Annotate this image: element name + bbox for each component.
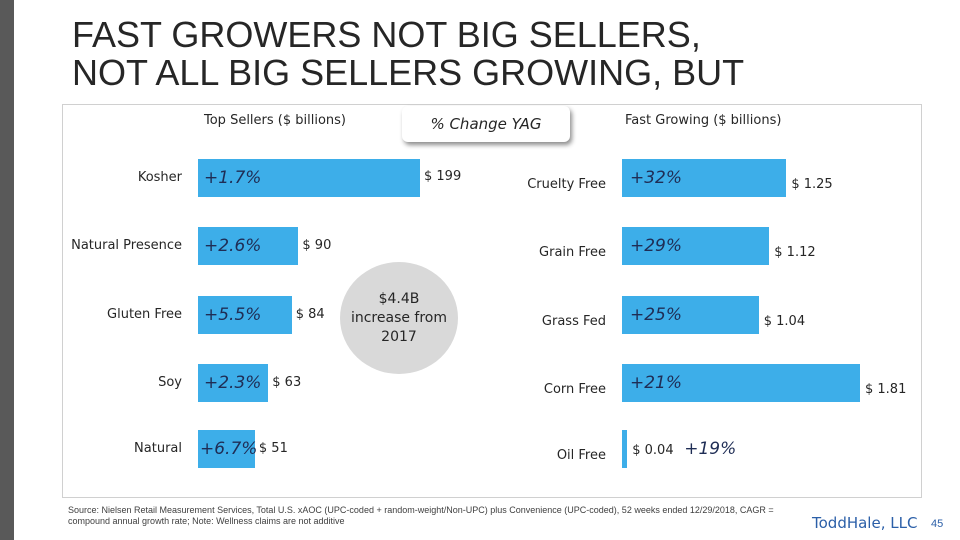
fast-growing-value-label: $ 1.81 [865,382,907,397]
top-sellers-bar [198,159,420,197]
pct-change-yag-label: % Change YAG [402,106,570,142]
slide-title: FAST GROWERS NOT BIG SELLERS, NOT ALL BI… [72,16,744,92]
fast-growing-bar [622,430,628,468]
top-sellers-value-label: $ 51 [258,441,288,456]
fast-growing-bar [622,159,787,197]
top-sellers-pct-change-label: +2.6% [204,236,262,256]
top-sellers-pct-change-label: +1.7% [204,168,262,188]
top-sellers-category-label: Natural [134,441,182,456]
top-sellers-pct-change-label: +2.3% [204,373,262,393]
top-sellers-pct-change-label: +5.5% [204,305,262,325]
fast-growing-category-label: Grass Fed [541,314,606,329]
title-line-2: NOT ALL BIG SELLERS GROWING, BUT [72,52,745,93]
fast-growing-category-label: Cruelty Free [527,177,606,192]
right-chart-title: Fast Growing ($ billions) [625,113,782,128]
fast-growing-category-label: Oil Free [556,448,606,463]
top-sellers-category-label: Kosher [137,170,182,185]
fast-growing-bar [622,227,770,265]
pct-change-yag-text: % Change YAG [430,115,542,133]
fast-growing-value-label: $ 1.04 [763,314,806,329]
fast-growing-pct-change-label: +32% [630,168,683,188]
fast-growing-pct-change-label: +19% [684,439,737,459]
top-sellers-bar [198,296,292,334]
increase-bubble: $4.4B increase from 2017 [340,262,458,374]
source-footnote: Source: Nielsen Retail Measurement Servi… [68,505,774,526]
fast-growing-bar [622,296,759,334]
fast-growing-category-label: Corn Free [543,382,606,397]
increase-bubble-text: $4.4B increase from 2017 [350,290,448,345]
title-line-1: FAST GROWERS NOT BIG SELLERS, [72,14,701,55]
fast-growing-category-label: Grain Free [539,245,606,260]
left-accent-strip [0,0,14,540]
fast-growing-pct-change-label: +21% [630,373,683,393]
left-chart-title: Top Sellers ($ billions) [204,113,347,128]
top-sellers-category-label: Natural Presence [71,238,182,253]
fast-growing-value-label: $ 1.12 [774,245,816,260]
top-sellers-value-label: $ 199 [424,169,462,184]
top-sellers-value-label: $ 84 [295,307,325,322]
top-sellers-category-label: Gluten Free [107,307,182,322]
fast-growing-pct-change-label: +29% [630,236,683,256]
fast-growing-bar [622,364,860,402]
company-logo: ToddHale, LLC [812,514,918,532]
top-sellers-pct-change-label: +6.7% [200,439,258,459]
top-sellers-category-label: Soy [158,375,182,390]
page-number: 45 [931,518,944,530]
top-sellers-value-label: $ 90 [302,238,332,253]
top-sellers-bar [198,430,255,468]
top-sellers-value-label: $ 63 [272,375,302,390]
fast-growing-pct-change-label: +25% [630,305,683,325]
fast-growing-value-label: $ 0.04 [632,443,674,458]
top-sellers-bar [198,227,299,265]
chart-frame [62,104,922,498]
top-sellers-bar [198,364,269,402]
fast-growing-value-label: $ 1.25 [791,177,833,192]
